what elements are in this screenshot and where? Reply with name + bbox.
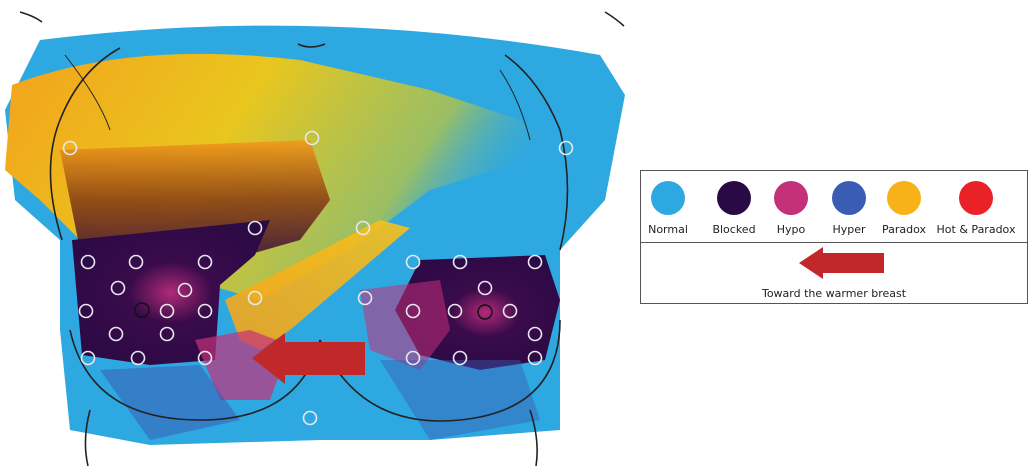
legend-arrow-graphic bbox=[799, 247, 884, 279]
legend-swatch-hyper bbox=[832, 181, 866, 215]
legend-label: Hot & Paradox bbox=[936, 223, 1016, 236]
measurement-point bbox=[558, 140, 574, 156]
legend-label: Normal bbox=[648, 223, 688, 236]
measurement-point bbox=[405, 303, 421, 319]
lower-hyper-region bbox=[100, 365, 240, 440]
legend-arrow-caption: Toward the warmer breast bbox=[761, 287, 907, 300]
measurement-point bbox=[355, 220, 371, 236]
measurement-point bbox=[108, 326, 124, 342]
legend-swatch-hypo bbox=[774, 181, 808, 215]
measurement-point bbox=[302, 410, 318, 426]
measurement-point bbox=[62, 140, 78, 156]
measurement-point bbox=[527, 254, 543, 270]
measurement-point bbox=[502, 303, 518, 319]
legend-swatch-normal bbox=[651, 181, 685, 215]
measurement-point bbox=[357, 290, 373, 306]
measurement-point bbox=[304, 130, 320, 146]
measurement-point bbox=[247, 290, 263, 306]
warmer-breast-arrow bbox=[252, 333, 365, 384]
measurement-point bbox=[447, 303, 463, 319]
right-hypo-region bbox=[360, 280, 450, 370]
measurement-point bbox=[197, 303, 213, 319]
arrow-left-icon bbox=[799, 247, 884, 279]
measurement-point bbox=[130, 350, 146, 366]
measurement-point bbox=[80, 254, 96, 270]
legend-arrow-row: Toward the warmer breast bbox=[641, 243, 1027, 305]
measurement-point bbox=[527, 326, 543, 342]
legend-swatch-hot-paradox bbox=[959, 181, 993, 215]
paradox-streak bbox=[225, 220, 410, 350]
measurement-point bbox=[452, 350, 468, 366]
right-nipple-mark bbox=[477, 304, 493, 320]
measurement-point bbox=[78, 303, 94, 319]
body-outline bbox=[19, 11, 625, 466]
legend-label: Paradox bbox=[881, 223, 927, 236]
measurement-point bbox=[452, 254, 468, 270]
legend-label: Blocked bbox=[712, 223, 756, 236]
measurement-point bbox=[405, 254, 421, 270]
legend-swatch-paradox bbox=[887, 181, 921, 215]
measurement-point bbox=[110, 280, 126, 296]
legend-box: Normal Blocked Hypo Hyper Paradox Hot & Parad… bbox=[640, 170, 1028, 304]
measurement-point bbox=[527, 350, 543, 366]
legend-color-row: Normal Blocked Hypo Hyper Paradox Hot & Parad… bbox=[641, 171, 1027, 243]
thermal-heatmap bbox=[5, 11, 625, 466]
measurement-points bbox=[62, 130, 574, 426]
measurement-point bbox=[197, 254, 213, 270]
legend-label: Hypo bbox=[776, 223, 806, 236]
measurement-point bbox=[197, 350, 213, 366]
measurement-point bbox=[177, 282, 193, 298]
measurement-point bbox=[247, 220, 263, 236]
measurement-point bbox=[477, 280, 493, 296]
legend-swatch-blocked bbox=[717, 181, 751, 215]
measurement-point bbox=[159, 326, 175, 342]
measurement-point bbox=[405, 350, 421, 366]
measurement-point bbox=[80, 350, 96, 366]
legend-label: Hyper bbox=[832, 223, 866, 236]
left-nipple-mark bbox=[134, 302, 150, 318]
left-blocked-region bbox=[72, 220, 270, 365]
measurement-point bbox=[159, 303, 175, 319]
measurement-point bbox=[128, 254, 144, 270]
